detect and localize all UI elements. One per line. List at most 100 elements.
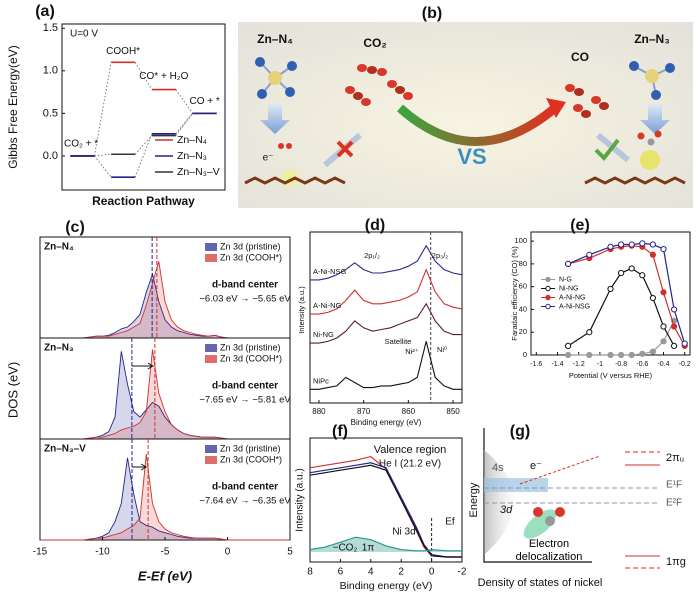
annotation: Ni⁰ (437, 345, 447, 354)
point (565, 342, 572, 349)
x-tick-label: 0 (225, 547, 231, 558)
legend-label: Zn–N₄ (177, 134, 207, 146)
adsorbate (278, 130, 662, 149)
x-tick-label: -0.4 (657, 361, 669, 368)
legend-swatch (205, 355, 217, 363)
point (586, 329, 593, 336)
series-label: Ni-NG (313, 330, 334, 339)
legend-label: Zn–N₃ (177, 150, 207, 162)
point (639, 350, 646, 357)
check-mark (594, 138, 620, 162)
dos-shape (484, 450, 515, 555)
transfer-arrow (519, 455, 601, 485)
x-axis-label: E-Ef (eV) (138, 568, 192, 583)
x-tick-label: -1 (597, 361, 603, 368)
annotation: d-band center (212, 482, 278, 493)
subplot-label: Zn–N₃–V (44, 444, 86, 455)
x-tick-label: -10 (95, 547, 110, 558)
point (660, 323, 667, 330)
point (565, 260, 572, 267)
x-tick-label: 2 (398, 567, 404, 578)
point (628, 265, 635, 272)
spectrum (309, 464, 462, 558)
graphene (244, 176, 346, 185)
series-label: A-Ni-NSG (313, 267, 346, 276)
spectrum (309, 462, 462, 558)
x-tick-label: 6 (338, 567, 344, 578)
point (628, 241, 635, 248)
legend-marker (545, 294, 551, 301)
label: 2πᵤ (666, 452, 684, 464)
annotation: −7.64 eV → −6.35 eV (199, 496, 291, 507)
label: Zn–N₃ (634, 32, 670, 46)
spectrum (310, 302, 462, 344)
annotation: Valence region (374, 444, 447, 456)
point (671, 306, 678, 313)
legend-marker (545, 285, 551, 292)
point (586, 251, 593, 258)
cross-mark (336, 140, 354, 158)
connector (134, 135, 153, 155)
y-tick-label: 1.0 (43, 65, 58, 77)
annotation: COOH* (106, 46, 140, 57)
y-tick-label: 40 (519, 304, 527, 313)
panel-label: (d) (365, 217, 385, 234)
legend-marker (545, 276, 551, 283)
point (660, 289, 667, 296)
s-band (484, 478, 548, 492)
x-tick-label: -1.2 (573, 361, 585, 368)
x-axis-label: Reaction Pathway (92, 194, 195, 208)
label: Zn–N₄ (257, 32, 293, 46)
series-line (568, 320, 675, 356)
point (565, 351, 572, 359)
x-tick-label: 860 (402, 407, 416, 416)
plot-frame (309, 437, 463, 563)
spectrum (310, 244, 463, 281)
annotation: CO + * (189, 96, 219, 107)
panel-label: (a) (35, 3, 55, 20)
diagram-g: Energy Density of states of nickel 4s 3d… (468, 428, 686, 589)
series-line (567, 242, 686, 344)
annotation: Ni²⁺ (405, 347, 419, 356)
legend-label: N-G (559, 276, 572, 283)
spectrum (310, 341, 462, 390)
point (618, 351, 625, 359)
graphene (584, 176, 686, 185)
zn-n4-cluster (255, 57, 297, 99)
shift-arrow (132, 463, 148, 471)
y-tick-label: 0.0 (43, 150, 58, 162)
series-label: NiPc (313, 376, 329, 385)
legend-label: Zn 3d (COOH*) (220, 353, 282, 363)
point (607, 351, 614, 359)
zn-site (278, 166, 302, 190)
annotation: U=0 V (70, 29, 98, 40)
point (607, 285, 614, 293)
legend-label: Zn 3d (COOH*) (220, 252, 282, 262)
legend-label: Zn–N₃–V (177, 166, 220, 178)
label: CO (571, 50, 589, 64)
label: e⁻ (263, 153, 274, 164)
connector (93, 155, 112, 178)
legend-label: Zn 3d (pristine) (220, 443, 281, 453)
diagram-b: Zn–N₄ CO₂ CO Zn–N₃ VS e⁻ (238, 22, 693, 208)
x-axis-label: Binding energy (eV) (351, 418, 422, 427)
atom (545, 516, 555, 526)
y-tick-label: 1.5 (43, 22, 58, 34)
plot-frame (61, 23, 226, 191)
y-tick-label: 0.5 (43, 107, 58, 119)
x-axis-label: Potential (V versus RHE) (569, 371, 653, 380)
series-label: A-Ni-NG (313, 301, 341, 310)
y-axis-label: Gibbs Free Energy(eV) (6, 45, 20, 168)
point (618, 269, 625, 277)
label: e⁻ (530, 460, 542, 472)
plot-frame (309, 231, 463, 404)
annotation: 1π (362, 543, 375, 554)
y-tick-label: 60 (519, 282, 527, 291)
x-tick-label: -0.6 (636, 361, 648, 368)
legend-swatch (205, 445, 217, 453)
x-tick-label: 8 (307, 567, 313, 578)
connector (94, 153, 112, 157)
panel-background (238, 22, 693, 208)
